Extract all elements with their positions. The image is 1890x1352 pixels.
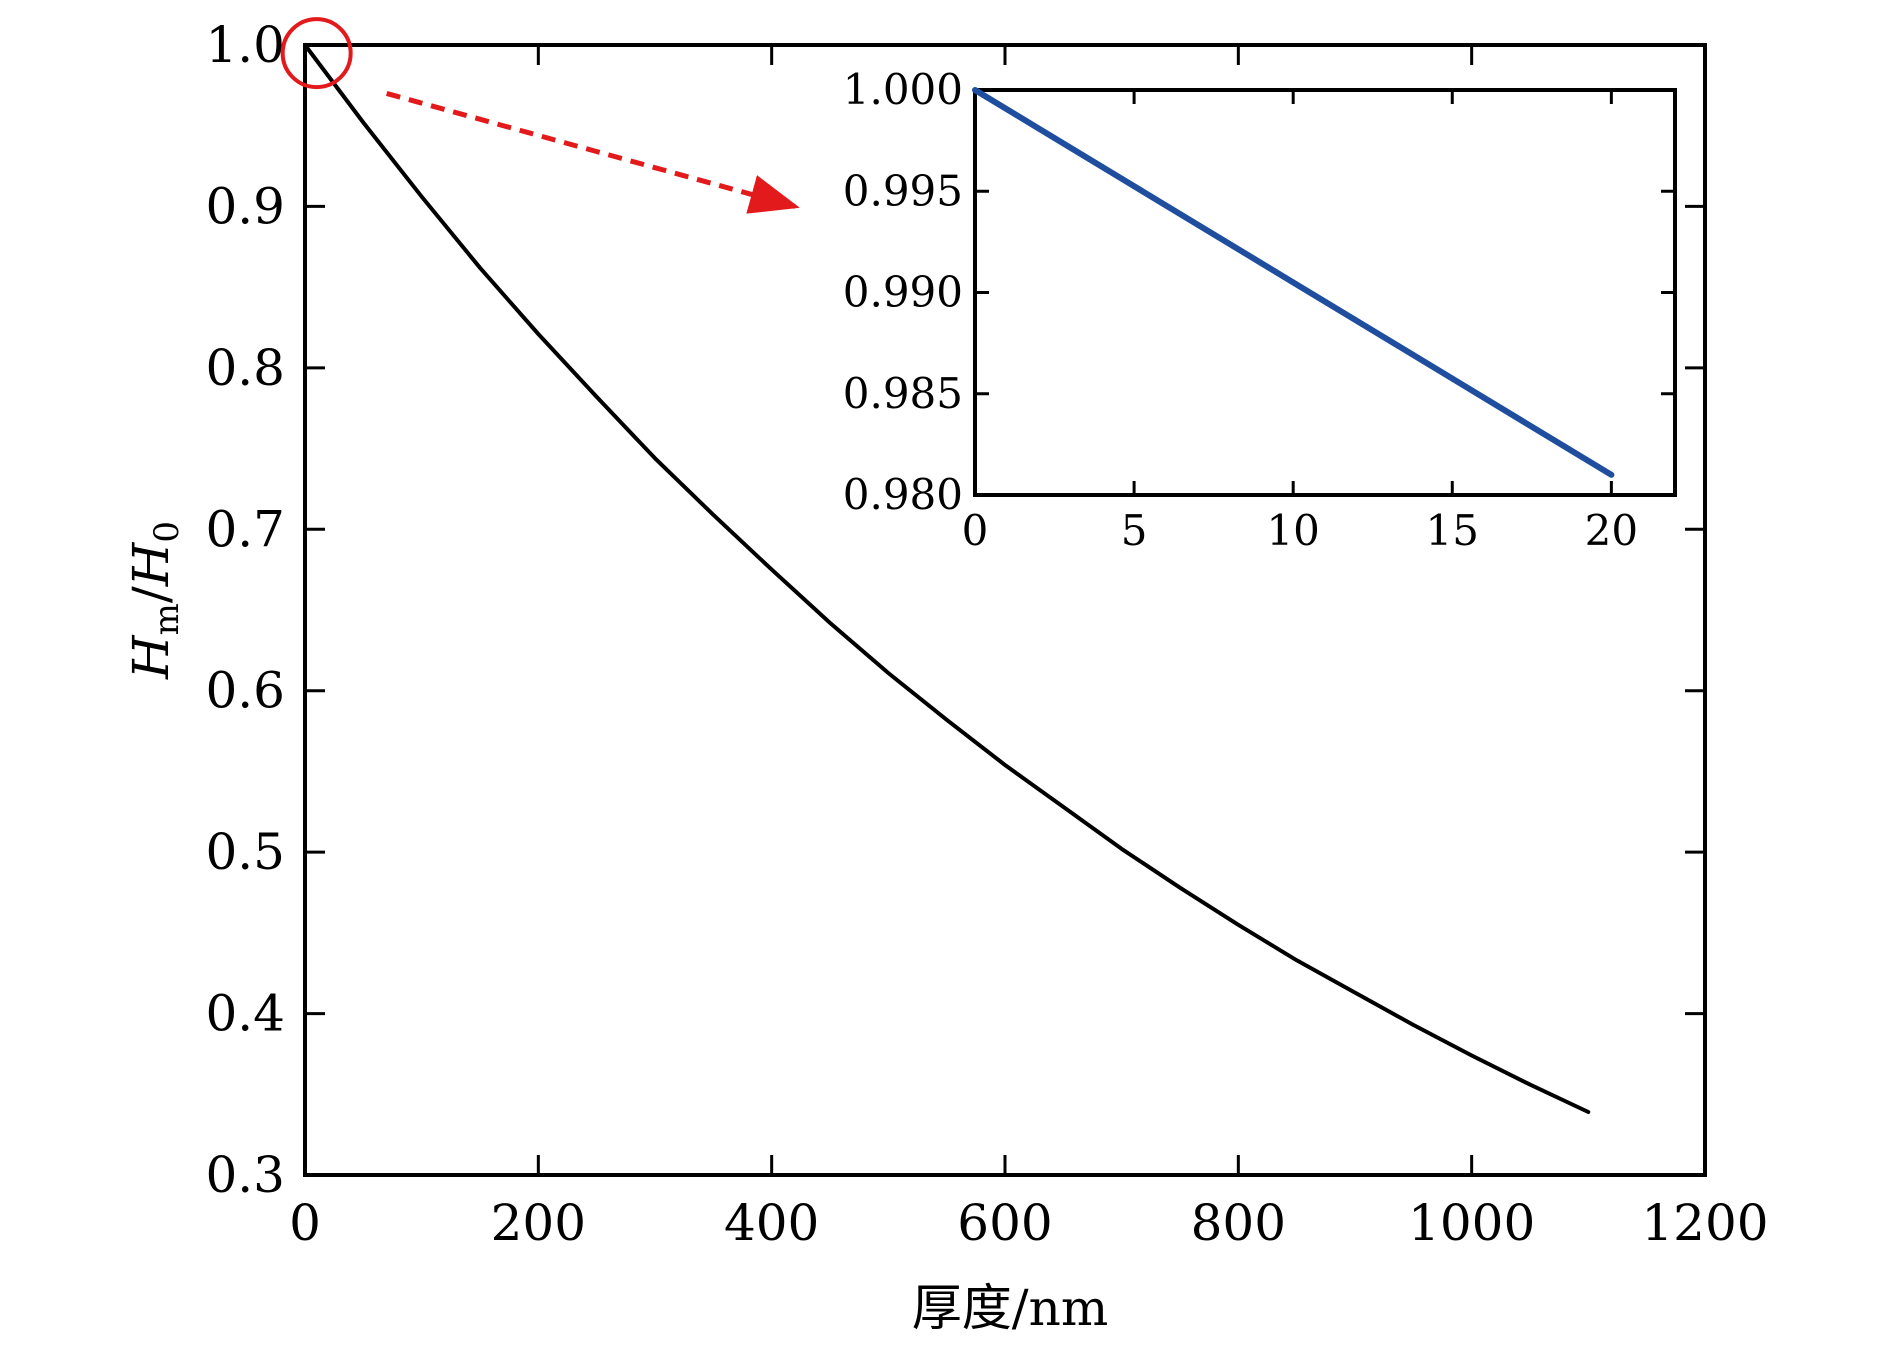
highlight-circle xyxy=(280,17,353,90)
inset-xtick-labels: 0 5 10 15 20 xyxy=(962,506,1638,555)
main-xtick-label: 1000 xyxy=(1408,1194,1535,1252)
main-xtick-label: 400 xyxy=(724,1194,819,1252)
inset-ytick-label: 0.985 xyxy=(843,369,963,418)
inset-series-line xyxy=(972,87,1615,478)
main-ytick-label: 0.7 xyxy=(205,500,285,558)
inset-ytick-label: 0.980 xyxy=(843,470,963,519)
main-series-line xyxy=(303,43,1591,1114)
inset-ytick-label: 0.995 xyxy=(843,166,963,215)
main-ytick-label: 0.8 xyxy=(205,339,285,397)
main-ticks xyxy=(303,43,1707,1177)
main-xtick-label: 200 xyxy=(491,1194,586,1252)
y-axis-title-sub-m: m xyxy=(147,603,187,635)
main-xtick-label: 0 xyxy=(289,1194,321,1252)
inset-series xyxy=(972,87,1615,478)
y-axis-title-h: H xyxy=(122,634,180,680)
inset-ytick-label: 0.990 xyxy=(843,268,963,317)
y-axis-title: Hm/H0 xyxy=(122,521,187,680)
inset-ytick-label: 1.000 xyxy=(843,65,963,114)
y-axis-title-h0: H xyxy=(122,541,180,587)
inset-ticks xyxy=(973,88,1675,497)
main-ytick-labels: 0.3 0.4 0.5 0.6 0.7 0.8 0.9 1.0 xyxy=(205,16,285,1204)
y-axis-title-sub-0: 0 xyxy=(147,521,187,543)
y-axis-title-slash: / xyxy=(122,586,180,603)
main-ytick-label: 0.4 xyxy=(205,985,285,1043)
main-xtick-label: 600 xyxy=(957,1194,1052,1252)
main-xtick-labels: 0 200 400 600 800 1000 1200 xyxy=(289,1194,1769,1252)
main-xtick-label: 1200 xyxy=(1641,1194,1768,1252)
inset-xtick-label: 5 xyxy=(1121,506,1148,555)
zoom-arrow xyxy=(385,91,800,214)
main-ytick-label: 1.0 xyxy=(205,16,285,74)
inset-ytick-labels: 0.980 0.985 0.990 0.995 1.000 xyxy=(843,65,963,519)
main-ytick-label: 0.9 xyxy=(205,177,285,235)
inset-xtick-label: 0 xyxy=(962,506,989,555)
main-series xyxy=(303,43,1591,1114)
inset-xtick-label: 15 xyxy=(1426,506,1479,555)
main-annotations xyxy=(280,17,800,214)
main-ytick-label: 0.5 xyxy=(205,823,285,881)
inset-xtick-label: 10 xyxy=(1266,506,1319,555)
main-xtick-label: 800 xyxy=(1191,1194,1286,1252)
inset-xtick-label: 20 xyxy=(1585,506,1638,555)
main-ytick-label: 0.6 xyxy=(205,662,285,720)
main-ytick-label: 0.3 xyxy=(205,1146,285,1204)
x-axis-title: 厚度/nm xyxy=(912,1279,1108,1337)
